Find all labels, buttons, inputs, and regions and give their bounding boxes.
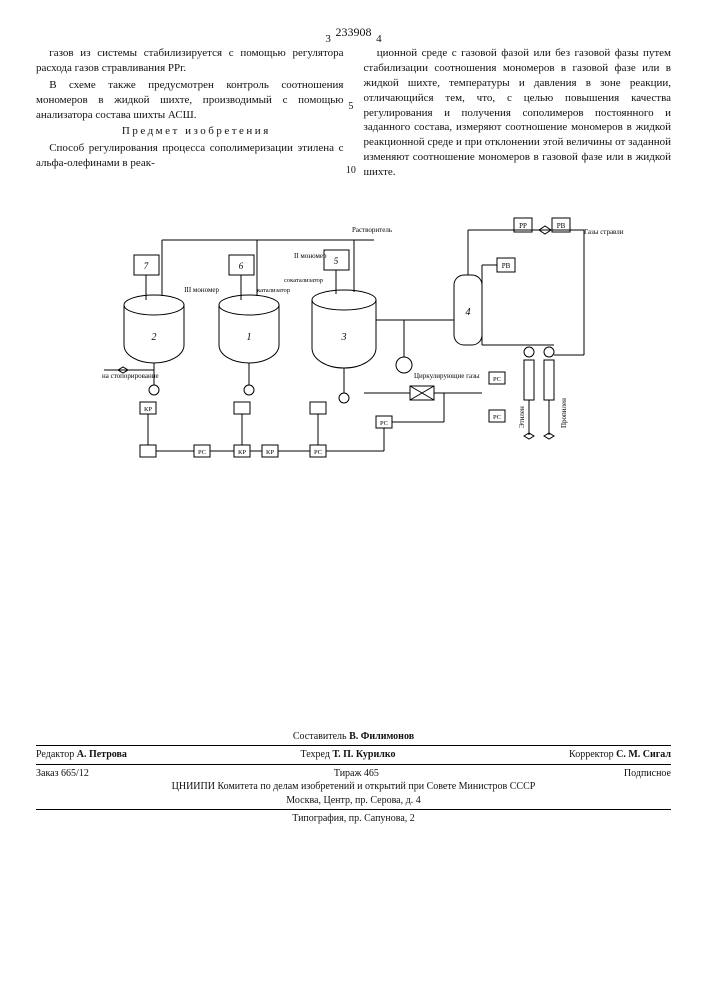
svg-text:РС: РС: [313, 449, 321, 456]
svg-text:III мономер: III мономер: [184, 286, 219, 294]
left-p3: Способ регулирования процесса сополиме­р…: [36, 141, 344, 171]
corrector-label: Корректор: [569, 749, 614, 760]
svg-text:5: 5: [333, 256, 338, 266]
org-line: ЦНИИПИ Комитета по делам изобретений и о…: [36, 780, 671, 794]
right-column: ционной среде с газовой фазой или без га…: [364, 46, 672, 182]
footer-rule-3: [36, 809, 671, 810]
svg-text:РР: РР: [519, 222, 527, 230]
svg-text:Газы стравливания: Газы стравливания: [584, 228, 624, 236]
order-number: Заказ 665/12: [36, 767, 89, 781]
svg-text:7: 7: [143, 261, 148, 271]
svg-text:6: 6: [238, 261, 243, 271]
editor-label: Редактор: [36, 749, 74, 760]
svg-text:РС: РС: [379, 420, 387, 427]
editor-name: А. Петрова: [77, 749, 127, 760]
process-diagram: 2 7 1 6 3 5 Растворитель II мономер III …: [84, 200, 624, 530]
svg-text:Этилен: Этилен: [518, 406, 526, 428]
col-num-right: 4: [376, 32, 382, 47]
left-column: газов из системы стабилизируется с помощ…: [36, 46, 344, 182]
addr-line: Москва, Центр, пр. Серова, д. 4: [36, 794, 671, 808]
svg-text:4: 4: [465, 307, 470, 318]
svg-text:РС: РС: [197, 449, 205, 456]
svg-text:РС: РС: [492, 376, 500, 383]
svg-text:на стопорирование: на стопорирование: [102, 372, 159, 380]
podpisnoe: Подписное: [624, 767, 671, 781]
svg-text:2: 2: [151, 332, 156, 343]
svg-text:КР: КР: [238, 449, 246, 456]
doc-number: 233908: [36, 24, 671, 40]
typography-line: Типография, пр. Сапунова, 2: [36, 812, 671, 826]
footer-rule-2: [36, 764, 671, 765]
techred-label: Техред: [301, 749, 330, 760]
left-p1: газов из системы стабилизируется с помощ…: [36, 46, 344, 76]
svg-text:КР: КР: [144, 406, 152, 413]
subject-heading: Предмет изобретения: [36, 124, 344, 139]
footer: Составитель В. Филимонов Редактор А. Пет…: [36, 730, 671, 826]
col-num-left: 3: [325, 32, 331, 47]
svg-text:Растворитель: Растворитель: [352, 226, 392, 234]
svg-text:II мономер: II мономер: [294, 252, 327, 260]
corrector-name: С. М. Сигал: [616, 749, 671, 760]
compiler-name: В. Филимонов: [349, 731, 414, 742]
svg-text:сокатализатор: сокатализатор: [284, 277, 323, 284]
svg-text:РВ: РВ: [501, 262, 510, 270]
svg-text:РВ: РВ: [556, 222, 565, 230]
line-num-10: 10: [346, 164, 356, 178]
right-p1: ционной среде с газовой фазой или без га…: [364, 46, 672, 180]
line-num-5: 5: [348, 100, 353, 114]
text-columns: 3 4 5 10 газов из системы стабилизируетс…: [36, 46, 671, 182]
svg-text:Циркулирующие газы: Циркулирующие газы: [414, 372, 480, 380]
svg-text:Пропилен: Пропилен: [560, 398, 568, 428]
techred-name: Т. П. Курилко: [332, 749, 395, 760]
compiler-label: Составитель: [293, 731, 347, 742]
svg-text:РС: РС: [492, 414, 500, 421]
footer-rule-1: [36, 745, 671, 746]
svg-text:1: 1: [246, 332, 251, 343]
svg-text:КР: КР: [266, 449, 274, 456]
left-p2: В схеме также предусмотрен контроль со­о…: [36, 78, 344, 123]
svg-text:3: 3: [340, 332, 346, 343]
svg-text:катализатор: катализатор: [257, 287, 290, 294]
tirazh: Тираж 465: [334, 767, 379, 781]
